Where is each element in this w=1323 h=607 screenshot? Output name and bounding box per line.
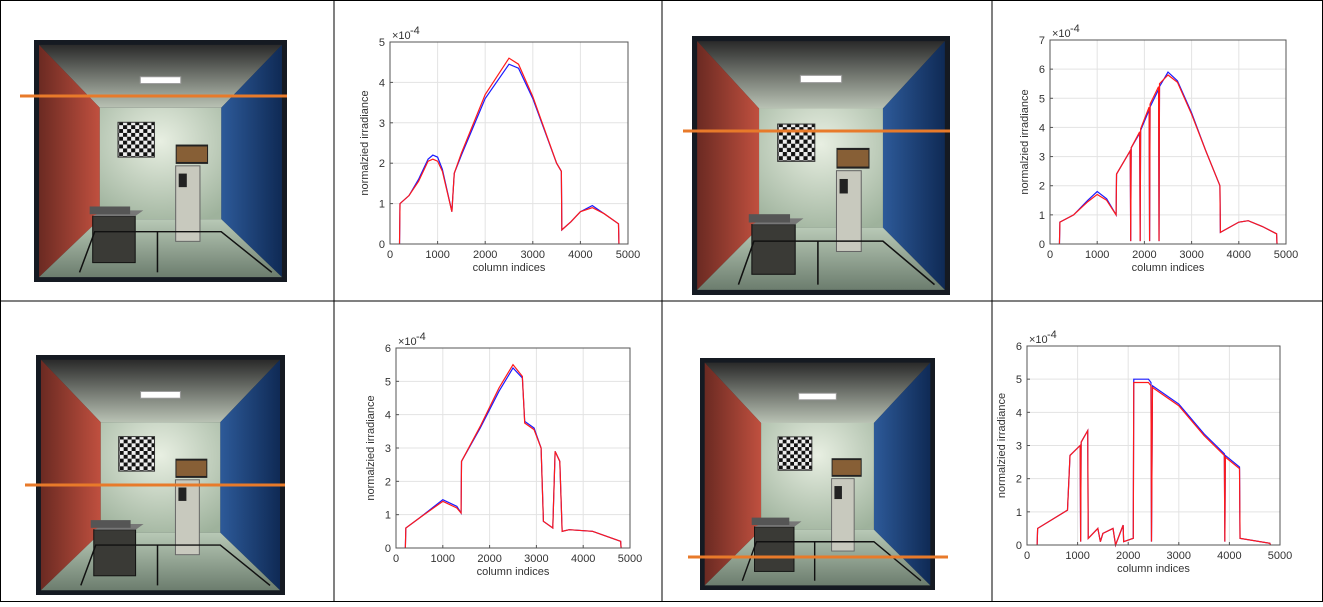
- y-axis-label: normalzied irradiance: [1019, 89, 1031, 194]
- x-tick-label: 5000: [1274, 249, 1298, 261]
- x-tick-label: 1000: [431, 553, 455, 565]
- y-tick-label: 3: [385, 443, 391, 455]
- exponent-base: ×10: [1052, 28, 1071, 40]
- y-tick-label: 4: [385, 410, 391, 422]
- chart: 0 1000 2000 3000 4000 5000 0 1 2 3 4 5 column indice…: [359, 25, 640, 274]
- y-axis-label: normalzied irradiance: [365, 395, 377, 500]
- y-tick-label: 0: [1016, 540, 1022, 552]
- scene-image: [683, 36, 950, 295]
- y-tick-label: 6: [1016, 341, 1022, 353]
- chart: 0 1000 2000 3000 4000 5000 0 1 2 3 4 5 6 column indic…: [365, 331, 642, 578]
- scene-image: [688, 358, 948, 590]
- x-tick-label: 0: [1047, 249, 1053, 261]
- x-tick-label: 0: [393, 553, 399, 565]
- x-tick-label: 2000: [1132, 249, 1156, 261]
- x-tick-label: 5000: [618, 553, 642, 565]
- x-tick-label: 2000: [1116, 550, 1140, 562]
- y-tick-label: 2: [385, 476, 391, 488]
- y-tick-label: 0: [385, 543, 391, 555]
- data-line: [398, 57, 620, 245]
- y-tick-label: 0: [379, 239, 385, 251]
- plot-area: [390, 42, 628, 244]
- x-tick-label: 3000: [524, 553, 548, 565]
- x-tick-label: 3000: [521, 249, 545, 261]
- y-axis-label: normalzied irradiance: [996, 393, 1008, 498]
- x-tick-label: 3000: [1179, 249, 1203, 261]
- data-line: [1058, 74, 1278, 245]
- x-axis-label: column indices: [473, 262, 546, 274]
- x-axis-label: column indices: [1132, 262, 1205, 274]
- y-tick-label: 5: [1016, 374, 1022, 386]
- x-tick-label: 0: [1024, 550, 1030, 562]
- y-tick-label: 0: [1039, 239, 1045, 251]
- x-tick-label: 0: [387, 249, 393, 261]
- y-tick-label: 2: [1039, 181, 1045, 193]
- y-tick-label: 2: [1016, 474, 1022, 486]
- axes-box: [1049, 39, 1287, 245]
- y-tick-label: 1: [379, 199, 385, 211]
- y-tick-label: 5: [1039, 93, 1045, 105]
- exponent-base: ×10: [392, 30, 411, 42]
- scene-image: [25, 355, 285, 595]
- x-tick-label: 4000: [568, 249, 592, 261]
- x-tick-label: 4000: [1217, 550, 1241, 562]
- x-axis-label: column indices: [477, 566, 550, 578]
- y-tick-label: 2: [379, 158, 385, 170]
- y-tick-label: 6: [385, 343, 391, 355]
- y-tick-label: 3: [1016, 441, 1022, 453]
- y-tick-label: 4: [379, 77, 385, 89]
- y-tick-label: 6: [1039, 64, 1045, 76]
- y-tick-label: 1: [1039, 210, 1045, 222]
- y-tick-label: 3: [379, 118, 385, 130]
- exponent-power: -4: [1047, 329, 1057, 341]
- x-tick-label: 1000: [1065, 550, 1089, 562]
- axes-box: [395, 347, 631, 549]
- scene-image: [20, 40, 287, 282]
- exponent-base: ×10: [398, 336, 417, 348]
- x-tick-label: 1000: [425, 249, 449, 261]
- y-tick-label: 3: [1039, 152, 1045, 164]
- y-tick-label: 4: [1039, 122, 1045, 134]
- y-tick-label: 5: [379, 37, 385, 49]
- x-tick-label: 4000: [1227, 249, 1251, 261]
- chart: 0 1000 2000 3000 4000 5000 0 1 2 3 4 5 6 7 column indi…: [1019, 23, 1298, 274]
- axes-box: [389, 41, 629, 245]
- exponent-power: -4: [410, 25, 420, 37]
- exponent-power: -4: [416, 331, 426, 343]
- y-tick-label: 1: [385, 510, 391, 522]
- x-tick-label: 5000: [1268, 550, 1292, 562]
- data-line: [404, 363, 622, 549]
- data-line: [1036, 381, 1271, 548]
- axes-box: [1026, 345, 1281, 546]
- x-tick-label: 5000: [616, 249, 640, 261]
- y-tick-label: 7: [1039, 35, 1045, 47]
- exponent-power: -4: [1070, 23, 1080, 35]
- x-tick-label: 2000: [477, 553, 501, 565]
- y-axis-label: normalzied irradiance: [359, 90, 371, 195]
- x-tick-label: 4000: [571, 553, 595, 565]
- x-tick-label: 1000: [1085, 249, 1109, 261]
- exponent-base: ×10: [1029, 334, 1048, 346]
- y-tick-label: 5: [385, 376, 391, 388]
- chart: 0 1000 2000 3000 4000 5000 0 1 2 3 4 5 6 column indic…: [996, 329, 1292, 575]
- x-axis-label: column indices: [1117, 563, 1190, 575]
- y-tick-label: 4: [1016, 407, 1022, 419]
- plot-area: [1050, 40, 1286, 244]
- x-tick-label: 2000: [473, 249, 497, 261]
- x-tick-label: 3000: [1167, 550, 1191, 562]
- y-tick-label: 1: [1016, 507, 1022, 519]
